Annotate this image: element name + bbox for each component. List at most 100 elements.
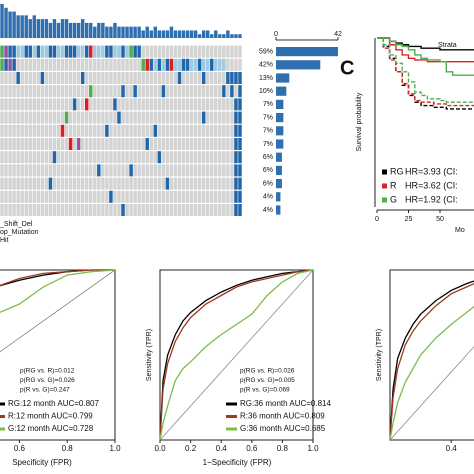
- cell-bg: [165, 190, 170, 203]
- cell-bg: [76, 72, 81, 84]
- mutation-cell: [64, 45, 69, 58]
- cell-bg: [36, 138, 41, 150]
- cell-bg: [165, 72, 170, 84]
- cell-bg: [68, 58, 73, 71]
- count-tick-label: 42: [334, 31, 342, 38]
- cell-bg: [109, 111, 113, 124]
- cell-bg: [64, 151, 69, 164]
- cell-bg: [64, 58, 69, 71]
- cell-bg: [197, 164, 202, 177]
- sample-bar: [20, 15, 24, 39]
- cell-bg: [185, 124, 190, 137]
- cell-bg: [230, 190, 234, 203]
- mutation-cell: [109, 45, 113, 58]
- cell-bg: [218, 164, 222, 177]
- cell-bg: [72, 204, 77, 216]
- cell-bg: [210, 190, 214, 203]
- cell-bg: [44, 138, 49, 150]
- cell-bg: [121, 72, 125, 84]
- mutation-cell: [141, 58, 145, 71]
- cell-bg: [222, 138, 226, 150]
- cell-bg: [113, 164, 117, 177]
- sample-bar: [230, 34, 234, 38]
- cell-bg: [0, 190, 4, 203]
- cell-bg: [137, 124, 141, 137]
- cell-bg: [141, 151, 145, 164]
- cell-bg: [32, 164, 36, 177]
- cell-bg: [153, 45, 157, 58]
- cell-bg: [137, 151, 141, 164]
- cell-bg: [145, 151, 149, 164]
- cell-bg: [85, 204, 89, 216]
- cell-bg: [197, 85, 202, 98]
- legend-label: R:36 month AUC=0.809: [240, 412, 325, 421]
- cell-bg: [201, 190, 206, 203]
- cell-bg: [141, 85, 145, 98]
- mutation-cell: [20, 45, 24, 58]
- cell-bg: [36, 72, 41, 84]
- cell-bg: [76, 190, 81, 203]
- legend-label: RG:12 month AUC=0.807: [8, 399, 99, 408]
- cell-bg: [93, 151, 97, 164]
- mutation-cell: [234, 177, 238, 190]
- cell-bg: [48, 151, 53, 164]
- cell-bg: [85, 190, 89, 203]
- cell-bg: [169, 45, 174, 58]
- cell-bg: [197, 190, 202, 203]
- mutation-cell: [210, 58, 214, 71]
- cell-bg: [20, 177, 24, 190]
- cell-bg: [113, 138, 117, 150]
- percent-label: 7%: [263, 141, 273, 148]
- cell-bg: [129, 151, 133, 164]
- cell-bg: [193, 151, 198, 164]
- mutation-cell: [181, 58, 186, 71]
- count-bar: [276, 152, 282, 162]
- cell-bg: [149, 151, 153, 164]
- cell-bg: [117, 72, 121, 84]
- cell-bg: [12, 98, 16, 111]
- mutation-cell: [129, 164, 133, 177]
- percent-label: 6%: [263, 180, 273, 187]
- cell-bg: [60, 204, 65, 216]
- cell-bg: [169, 204, 174, 216]
- mutation-cell: [157, 151, 162, 164]
- cell-bg: [32, 58, 36, 71]
- cell-bg: [189, 72, 194, 84]
- cell-bg: [8, 138, 12, 150]
- cell-bg: [185, 111, 190, 124]
- x-tick-label: 0.0: [154, 444, 166, 453]
- cell-bg: [169, 177, 174, 190]
- cell-bg: [157, 190, 162, 203]
- mutation-cell: [206, 58, 210, 71]
- cell-bg: [193, 85, 198, 98]
- cell-bg: [181, 98, 186, 111]
- cell-bg: [153, 111, 157, 124]
- survival-curve: [377, 37, 474, 51]
- mutation-cell: [8, 58, 12, 71]
- cell-bg: [36, 164, 41, 177]
- cell-bg: [177, 190, 182, 203]
- cell-bg: [80, 164, 85, 177]
- cell-bg: [56, 72, 61, 84]
- cell-bg: [24, 204, 28, 216]
- mutation-cell: [97, 164, 101, 177]
- cell-bg: [210, 85, 214, 98]
- cell-bg: [210, 138, 214, 150]
- sample-bar: [40, 19, 45, 38]
- sample-bar: [113, 22, 117, 38]
- mutation-cell: [234, 164, 238, 177]
- cell-bg: [226, 124, 230, 137]
- cell-bg: [214, 190, 218, 203]
- count-bar: [276, 126, 284, 136]
- cell-bg: [16, 111, 20, 124]
- x-tick-label: 0.2: [185, 444, 197, 453]
- sample-bar: [85, 22, 89, 38]
- cell-bg: [12, 151, 16, 164]
- cell-bg: [133, 111, 137, 124]
- cell-bg: [197, 177, 202, 190]
- sample-bar: [48, 22, 53, 38]
- cell-bg: [89, 164, 93, 177]
- cell-bg: [20, 98, 24, 111]
- mutation-cell: [201, 111, 206, 124]
- cell-bg: [56, 164, 61, 177]
